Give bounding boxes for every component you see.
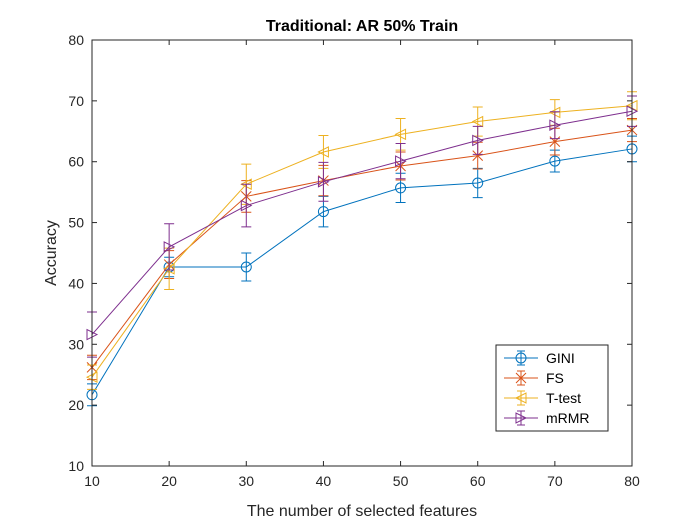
x-tick-label: 20 [161, 473, 177, 489]
chart-title: Traditional: AR 50% Train [266, 18, 458, 35]
legend-entry-t-test: T-test [504, 390, 581, 406]
y-tick-label: 10 [68, 458, 84, 474]
series-line-mrmr [91, 110, 633, 335]
data-point-fs [472, 150, 484, 161]
legend-label-mrmr: mRMR [546, 410, 590, 426]
data-point-gini [549, 155, 561, 167]
legend-marker-fs [515, 372, 527, 384]
data-point-gini [317, 206, 329, 218]
y-tick-label: 20 [68, 397, 84, 413]
data-point-mrmr [317, 175, 330, 188]
legend-marker-mrmr [515, 412, 528, 424]
x-tick-label: 10 [84, 473, 100, 489]
x-tick-label: 70 [547, 473, 563, 489]
legend: GINI FS T-test mRMR [495, 344, 609, 432]
data-point-mrmr [549, 119, 561, 132]
legend-entry-fs: FS [504, 370, 564, 386]
y-tick-label: 60 [68, 154, 84, 170]
data-point-t-test [394, 128, 407, 141]
legend-entry-gini: GINI [504, 350, 575, 366]
data-point-gini [240, 261, 252, 273]
x-tick-label: 60 [470, 473, 486, 489]
x-tick-label: 50 [393, 473, 409, 489]
x-tick-label: 80 [624, 473, 640, 489]
y-tick-label: 80 [68, 32, 84, 48]
series-line-t-test [91, 105, 633, 378]
legend-errorbar-t-test [517, 390, 525, 406]
y-tick-label: 40 [68, 275, 84, 291]
error-bar-gini [241, 252, 252, 282]
data-point-mrmr [395, 155, 407, 167]
error-bar-mrmr [164, 223, 175, 271]
legend-marker-t-test [514, 392, 527, 404]
x-tick-label: 40 [316, 473, 332, 489]
y-tick-label: 70 [68, 93, 84, 109]
series-line-gini [91, 148, 633, 396]
y-axis-title: Accuracy [43, 220, 60, 286]
legend-label-gini: GINI [546, 350, 575, 366]
error-bar-mrmr [318, 161, 329, 202]
legend-label-t-test: T-test [546, 390, 581, 406]
error-bar-mrmr [472, 125, 483, 155]
series-line-fs [91, 129, 633, 368]
data-point-mrmr [472, 134, 484, 147]
ticks-layer: 10 20 30 40 50 60 70 80 10 20 30 40 50 60 70 80 [68, 32, 640, 489]
x-axis-title: The number of selected features [247, 503, 477, 520]
legend-box [495, 344, 609, 432]
y-tick-label: 50 [68, 215, 84, 231]
y-tick-label: 30 [68, 336, 84, 352]
legend-errorbar-mrmr [517, 410, 525, 426]
legend-entry-mrmr: mRMR [504, 410, 590, 426]
data-point-t-test [471, 115, 484, 128]
data-point-gini [395, 182, 407, 194]
legend-marker-gini [515, 352, 527, 364]
error-bar-mrmr [549, 111, 560, 140]
x-tick-label: 30 [238, 473, 254, 489]
axes-box [91, 39, 633, 467]
data-point-mrmr [240, 199, 253, 212]
error-bar-mrmr [395, 142, 406, 180]
error-bar-mrmr [241, 183, 252, 228]
legend-label-fs: FS [546, 370, 564, 386]
data-point-t-test [317, 146, 329, 158]
data-point-gini [472, 177, 484, 189]
data-point-mrmr [163, 241, 176, 253]
